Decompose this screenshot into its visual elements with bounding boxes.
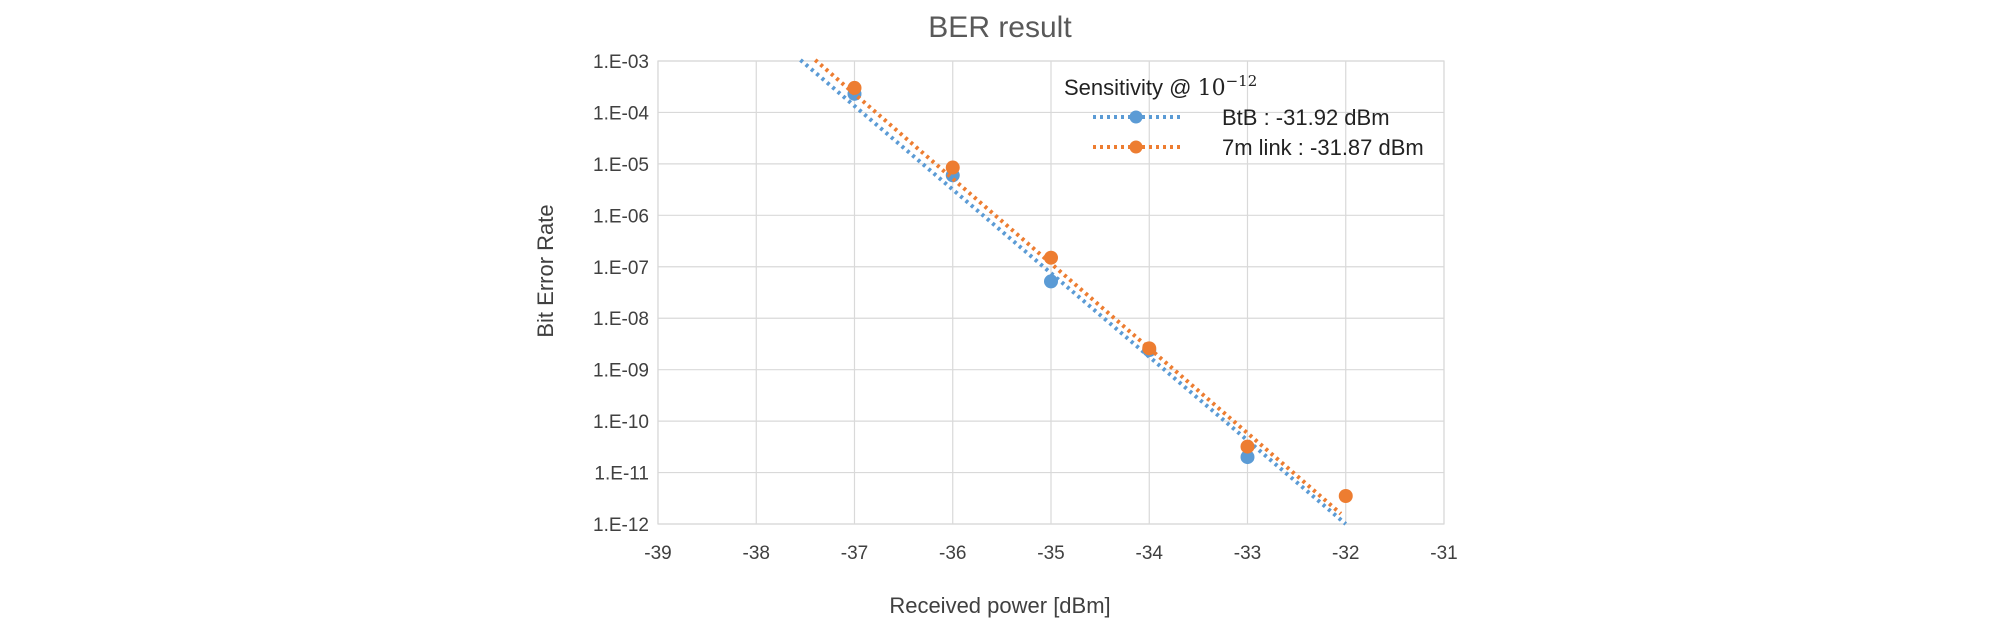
y-tick-label: 1.E-05: [593, 155, 649, 176]
x-tick-label: -32: [1332, 543, 1359, 564]
series-7m-link: [813, 58, 1353, 516]
legend-marker-btb: [1129, 110, 1143, 124]
y-tick-label: 1.E-03: [593, 52, 649, 73]
legend-entry-btb: BtB : -31.92 dBm: [1093, 105, 1390, 130]
x-tick-label: -36: [939, 543, 966, 564]
grid: [657, 60, 1445, 525]
legend-title-exponent: −12: [1226, 72, 1258, 90]
y-axis-label: Bit Error Rate: [533, 204, 558, 337]
y-tick-label: 1.E-06: [593, 206, 649, 227]
x-tick-label: -31: [1430, 543, 1457, 564]
x-tick-label: -39: [644, 543, 671, 564]
y-tick-label: 1.E-11: [594, 464, 649, 485]
y-tick-label: 1.E-09: [593, 361, 649, 382]
data-point-7m-link: [1142, 341, 1157, 356]
plot-border: [657, 60, 1445, 525]
x-tick-label: -34: [1136, 543, 1164, 564]
y-tick-label: 1.E-07: [593, 258, 649, 279]
legend-title-prefix: Sensitivity @: [1064, 75, 1198, 100]
data-point-btb: [1044, 274, 1058, 289]
x-tick-label: -33: [1234, 543, 1261, 564]
legend: Sensitivity @ 10−12 BtB : -31.92 dBm 7m l…: [1064, 72, 1424, 160]
series-layer: [799, 58, 1353, 526]
data-point-7m-link: [1338, 489, 1353, 504]
legend-entries: BtB : -31.92 dBm 7m link : -31.87 dBm: [1093, 105, 1424, 160]
y-tick-label: 1.E-08: [593, 309, 649, 330]
data-point-7m-link: [1240, 439, 1255, 454]
data-point-7m-link: [1044, 250, 1058, 265]
data-point-7m-link: [945, 160, 960, 175]
legend-label-7m-link: 7m link : -31.87 dBm: [1222, 135, 1424, 160]
legend-entry-7m-link: 7m link : -31.87 dBm: [1093, 135, 1424, 160]
x-axis-ticks: -39 -38 -37 -36 -35 -34 -33 -32 -31: [644, 543, 1457, 564]
x-axis-label: Received power [dBm]: [889, 593, 1110, 618]
data-point-7m-link: [847, 80, 862, 95]
x-tick-label: -38: [743, 543, 770, 564]
y-tick-label: 1.E-12: [593, 515, 649, 536]
y-tick-label: 1.E-04: [593, 103, 649, 124]
data-point-btb: [1240, 450, 1255, 465]
y-axis-ticks: 1.E-12 1.E-11 1.E-10 1.E-09 1.E-08 1.E-07 1.E-…: [593, 52, 649, 536]
legend-title: Sensitivity @ 10−12: [1064, 72, 1257, 101]
chart-title: BER result: [928, 11, 1072, 44]
x-tick-label: -35: [1037, 543, 1064, 564]
trendline-btb: [799, 58, 1348, 526]
legend-label-btb: BtB : -31.92 dBm: [1222, 105, 1390, 130]
legend-title-base: 10: [1198, 76, 1226, 101]
x-tick-label: -37: [841, 543, 868, 564]
plot-area: [657, 60, 1445, 525]
legend-marker-7m-link: [1129, 140, 1143, 154]
y-tick-label: 1.E-10: [593, 412, 649, 433]
